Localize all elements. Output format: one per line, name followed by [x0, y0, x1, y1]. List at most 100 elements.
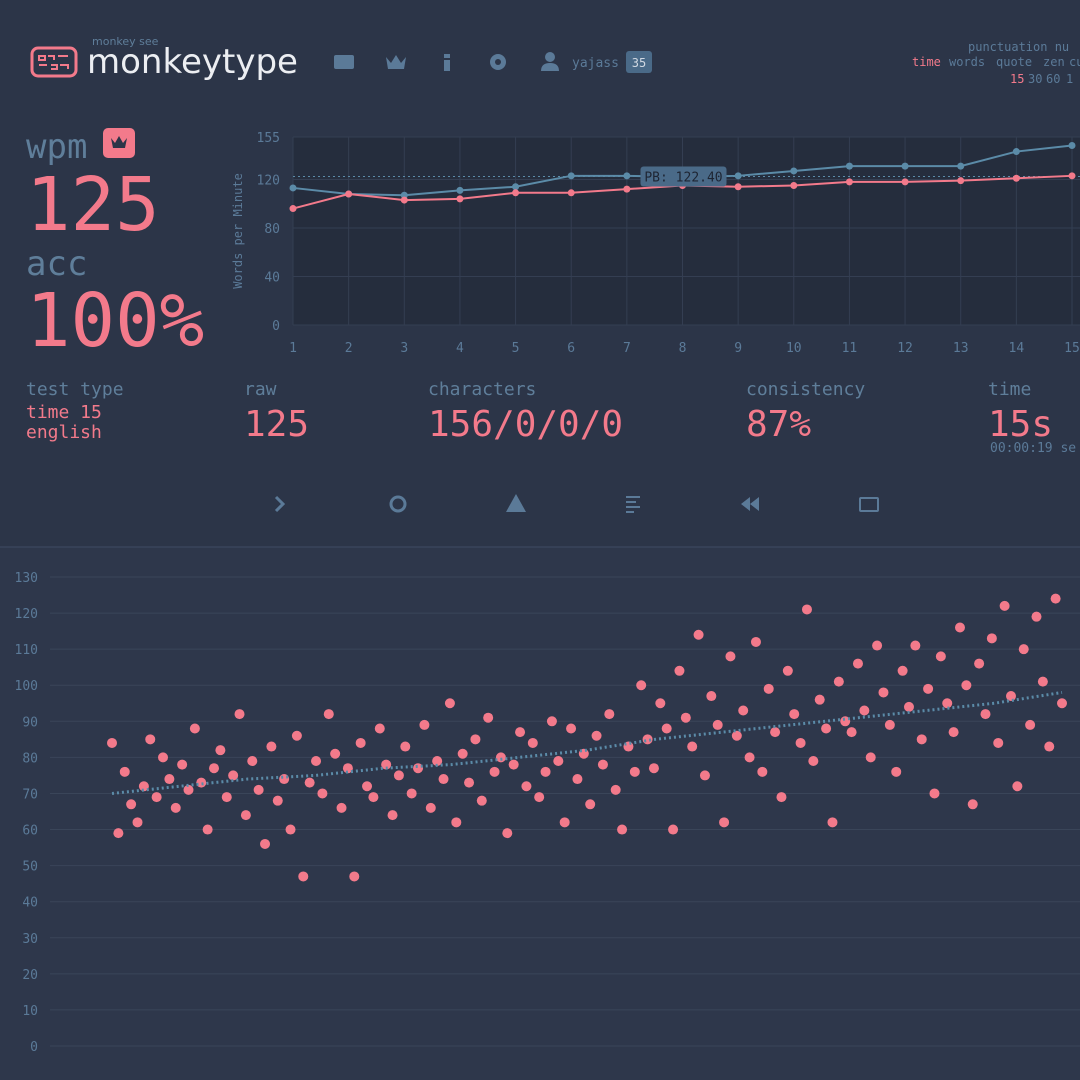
- info-icon[interactable]: [444, 54, 450, 71]
- data-point: [1031, 611, 1042, 622]
- data-point: [240, 810, 251, 821]
- x-tick-label: 12: [897, 341, 913, 356]
- data-point: [515, 727, 526, 738]
- mode-option[interactable]: time: [912, 55, 941, 69]
- data-point: [604, 709, 615, 720]
- data-point: [457, 748, 468, 759]
- y-axis-title: Words per Minute: [231, 173, 245, 289]
- user-body: [541, 63, 559, 71]
- y-tick-label: 120: [15, 607, 38, 622]
- data-point: [661, 723, 672, 734]
- data-point: [763, 683, 774, 694]
- data-point: [610, 784, 621, 795]
- time-label: time: [988, 379, 1031, 400]
- config-row[interactable]: punctuation nu: [968, 40, 1069, 54]
- data-point: [725, 651, 736, 662]
- data-point: [406, 788, 417, 799]
- data-point: [693, 629, 704, 640]
- data-point: [387, 810, 398, 821]
- data-point: [929, 788, 940, 799]
- data-point: [107, 737, 117, 748]
- username[interactable]: yajass: [572, 56, 619, 71]
- data-point: [827, 817, 838, 828]
- keyboard-icon[interactable]: [334, 55, 354, 69]
- data-point: [846, 727, 857, 738]
- data-point: [572, 774, 583, 785]
- data-point: [413, 763, 424, 774]
- wpm-value: 125: [26, 162, 160, 248]
- data-point: [362, 781, 373, 792]
- data-point: [948, 727, 959, 738]
- mode-option[interactable]: cu: [1069, 55, 1080, 69]
- time-detail: 00:00:19 se: [990, 441, 1076, 456]
- user-icon[interactable]: [545, 52, 555, 62]
- data-point: [1050, 593, 1061, 604]
- history-chart: 0 10 20 30 40 50 60 70 80 90 100 110 120 130: [15, 571, 1080, 1055]
- data-point: [954, 622, 965, 633]
- mode-option[interactable]: words: [949, 55, 985, 69]
- y-tick-label: 40: [264, 270, 280, 285]
- data-point: [228, 770, 239, 781]
- restart[interactable]: [389, 495, 407, 513]
- data-point: [585, 799, 596, 810]
- mode-option[interactable]: quote: [996, 55, 1032, 69]
- data-point: [790, 167, 798, 175]
- data-point: [355, 737, 366, 748]
- level: 35: [632, 56, 646, 70]
- level-badge: [626, 51, 652, 73]
- duration-option[interactable]: 1: [1066, 72, 1073, 86]
- data-point: [272, 795, 283, 806]
- data-point: [801, 604, 812, 615]
- data-point: [119, 766, 130, 777]
- data-point: [183, 784, 194, 795]
- data-point: [508, 759, 519, 770]
- data-point: [833, 676, 844, 687]
- data-point: [738, 705, 749, 716]
- duration-option[interactable]: 60: [1046, 72, 1060, 86]
- data-point: [901, 162, 909, 170]
- data-point: [719, 817, 730, 828]
- x-tick-label: 2: [345, 341, 353, 356]
- y-tick-label: 80: [22, 751, 38, 766]
- data-point: [145, 734, 156, 745]
- actions: [274, 494, 879, 513]
- data-point: [974, 658, 985, 669]
- y-tick-label: 40: [22, 896, 38, 911]
- screenshot[interactable]: [859, 497, 879, 512]
- replay[interactable]: [741, 497, 759, 511]
- duration-option[interactable]: 15: [1010, 72, 1024, 86]
- data-point: [132, 817, 143, 828]
- crown-icon[interactable]: [386, 55, 406, 69]
- duration-option[interactable]: 30: [1028, 72, 1042, 86]
- logo[interactable]: monkey see monkeytype: [30, 35, 298, 82]
- settings-hole: [495, 59, 501, 65]
- data-point: [323, 709, 334, 720]
- data-point: [699, 770, 710, 781]
- data-point: [967, 799, 978, 810]
- data-point: [1068, 141, 1076, 149]
- characters-label: characters: [428, 379, 536, 400]
- data-point: [266, 741, 277, 752]
- data-point: [821, 723, 832, 734]
- data-point: [527, 737, 538, 748]
- data-point: [502, 828, 513, 839]
- raw-label: raw: [244, 379, 277, 400]
- mode-option[interactable]: zen: [1043, 55, 1065, 69]
- data-point: [126, 799, 137, 810]
- data-point: [957, 162, 965, 170]
- report[interactable]: [506, 494, 526, 512]
- characters-value: 156/0/0/0: [428, 404, 623, 445]
- data-point: [342, 763, 353, 774]
- data-point: [891, 766, 902, 777]
- data-point: [770, 727, 781, 738]
- data-point: [884, 719, 895, 730]
- data-point: [311, 755, 322, 766]
- data-point: [636, 680, 647, 691]
- next-test[interactable]: [274, 495, 286, 513]
- words-history[interactable]: [626, 496, 640, 513]
- data-point: [957, 177, 965, 185]
- data-point: [553, 755, 564, 766]
- tagline: monkey see: [92, 35, 159, 48]
